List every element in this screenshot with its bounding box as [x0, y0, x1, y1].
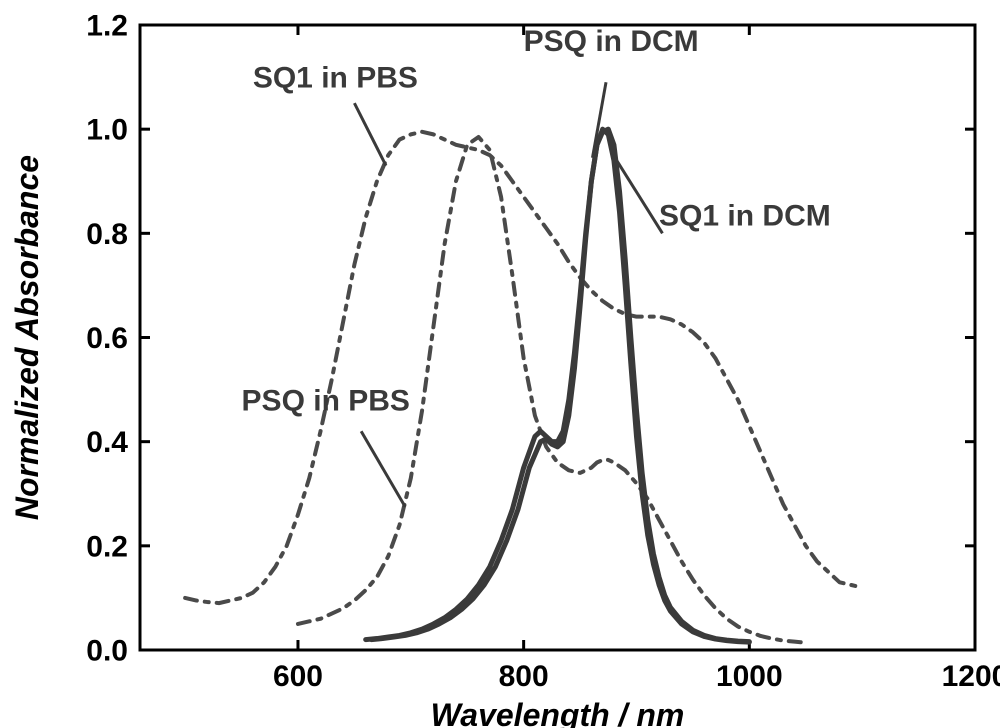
y-tick-label: 1.0 [86, 114, 128, 147]
x-tick-label: 800 [499, 660, 549, 693]
series-annotation: SQ1 in DCM [659, 200, 831, 233]
series-annotation: PSQ in PBS [242, 384, 410, 417]
y-axis-label: Normalized Absorbance [9, 155, 45, 520]
x-axis-label: Wavelength / nm [431, 697, 685, 728]
y-tick-label: 0.8 [86, 218, 128, 251]
x-tick-label: 1000 [716, 660, 783, 693]
absorbance-spectrum-chart: 600 800 1000 1200 0.0 0.2 0.4 0.6 0.8 1.0 1.2 Wavel… [0, 0, 1000, 728]
chart-container: 600 800 1000 1200 0.0 0.2 0.4 0.6 0.8 1.0 1.2 Wavel… [0, 0, 1000, 728]
x-tick-label: 600 [273, 660, 323, 693]
x-tick-label: 1200 [942, 660, 1000, 693]
y-tick-label: 0.6 [86, 322, 128, 355]
series-annotation: SQ1 in PBS [253, 62, 418, 95]
series-annotation: PSQ in DCM [524, 25, 699, 58]
y-tick-label: 0.0 [86, 635, 128, 668]
y-tick-label: 0.2 [86, 530, 128, 563]
y-tick-label: 1.2 [86, 10, 128, 43]
y-tick-label: 0.4 [86, 426, 128, 459]
